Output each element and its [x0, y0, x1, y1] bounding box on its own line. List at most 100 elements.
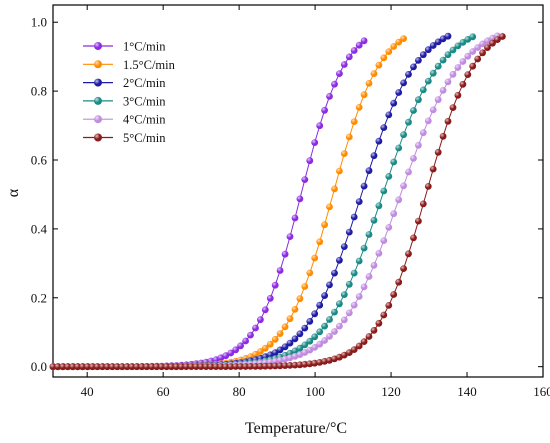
- data-point: [242, 363, 250, 370]
- data-point: [301, 176, 309, 184]
- data-point: [434, 62, 442, 70]
- data-point: [375, 61, 383, 69]
- data-point: [257, 316, 264, 324]
- data-point: [133, 363, 141, 371]
- data-point: [311, 254, 319, 262]
- data-point: [316, 301, 324, 309]
- data-point: [345, 349, 353, 356]
- data-point: [271, 281, 279, 289]
- data-point: [207, 363, 215, 370]
- data-point: [424, 183, 432, 190]
- data-point: [444, 32, 452, 40]
- data-point: [360, 37, 368, 45]
- data-point: [276, 346, 284, 354]
- data-point: [360, 283, 368, 291]
- data-point: [434, 148, 442, 156]
- y-axis-title: α: [5, 188, 22, 197]
- data-point: [326, 93, 333, 100]
- series-5: [49, 33, 506, 371]
- data-point: [153, 363, 161, 371]
- data-point: [385, 111, 393, 119]
- legend-swatch-marker: [94, 115, 102, 124]
- data-point: [390, 99, 398, 107]
- data-point: [444, 78, 452, 86]
- data-point: [276, 267, 284, 274]
- data-point: [331, 308, 338, 316]
- data-point: [242, 337, 250, 345]
- data-point: [415, 141, 422, 149]
- data-point: [291, 214, 299, 222]
- data-point: [227, 349, 235, 357]
- data-point: [281, 323, 289, 331]
- data-point: [454, 64, 462, 71]
- data-point: [355, 293, 363, 300]
- data-point: [79, 363, 86, 371]
- data-point: [89, 363, 96, 371]
- data-point: [484, 44, 491, 51]
- data-point: [123, 363, 131, 371]
- data-point: [355, 198, 363, 206]
- data-point: [108, 363, 116, 371]
- series-layer: [49, 32, 506, 371]
- data-point: [217, 363, 225, 370]
- data-point: [336, 322, 343, 330]
- data-point: [74, 363, 82, 371]
- data-point: [400, 35, 407, 42]
- data-point: [474, 55, 482, 63]
- data-point: [360, 244, 368, 252]
- legend-item: 1.5°C/min: [83, 58, 176, 72]
- data-point: [212, 363, 220, 370]
- data-point: [415, 96, 422, 104]
- data-point: [69, 363, 77, 371]
- data-point: [365, 273, 373, 280]
- data-point: [232, 363, 240, 370]
- data-point: [469, 62, 477, 70]
- legend-swatch-marker: [94, 78, 102, 87]
- data-point: [237, 363, 245, 370]
- data-point: [424, 46, 432, 54]
- legend-item: 2°C/min: [83, 76, 166, 90]
- data-point: [316, 328, 324, 336]
- data-point: [380, 237, 388, 245]
- data-point: [380, 187, 388, 195]
- data-point: [266, 362, 274, 370]
- data-point: [365, 231, 373, 238]
- legend-label: 2°C/min: [123, 76, 166, 90]
- y-tick-label: 0.4: [31, 221, 48, 236]
- data-point: [415, 217, 422, 225]
- legend-item: 4°C/min: [83, 113, 166, 127]
- data-point: [444, 51, 452, 59]
- data-point: [350, 47, 358, 54]
- data-point: [355, 41, 363, 49]
- data-point: [296, 295, 304, 303]
- data-point: [94, 363, 101, 371]
- data-point: [370, 70, 378, 77]
- data-point: [345, 53, 353, 61]
- data-point: [375, 249, 383, 257]
- y-tick-label: 1.0: [31, 15, 47, 30]
- data-point: [400, 265, 407, 272]
- legend-label: 5°C/min: [123, 131, 166, 145]
- data-point: [261, 344, 269, 352]
- data-point: [321, 337, 328, 344]
- x-tick-label: 160: [533, 384, 550, 399]
- data-point: [118, 363, 126, 371]
- data-point: [375, 137, 383, 145]
- ticks: 40 60 80 100 120 140 160 0.0 0.2 0.4 0.6 0.8 1.0: [31, 5, 550, 399]
- data-point: [222, 352, 230, 360]
- data-point: [138, 363, 146, 371]
- data-point: [439, 56, 447, 64]
- data-point: [350, 269, 358, 277]
- x-tick-label: 80: [233, 384, 246, 399]
- data-point: [439, 132, 447, 140]
- data-point: [276, 362, 284, 370]
- data-point: [454, 42, 462, 50]
- data-point: [459, 80, 467, 88]
- data-point: [301, 360, 309, 368]
- plot-area: [52, 4, 544, 378]
- data-point: [419, 86, 427, 94]
- legend-item: 3°C/min: [83, 94, 166, 108]
- data-point: [296, 195, 304, 203]
- data-point: [271, 335, 279, 343]
- data-point: [360, 338, 368, 345]
